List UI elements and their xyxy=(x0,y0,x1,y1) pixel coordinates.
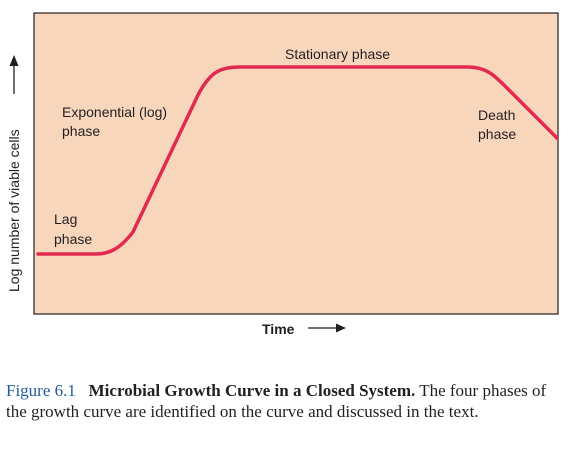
figure-caption-text: The four phases of the growth curve are … xyxy=(6,381,547,421)
growth-curve-diagram: Stationary phase Exponential (log) phase… xyxy=(6,12,559,337)
death-phase-label-line1: Death xyxy=(478,107,515,123)
figure-title: Microbial Growth Curve in a Closed Syste… xyxy=(88,381,416,400)
y-axis-label: Log number of viable cells xyxy=(6,129,22,292)
plot-area xyxy=(33,12,559,315)
figure-number: Figure 6.1 xyxy=(6,381,76,400)
stationary-phase-label: Stationary phase xyxy=(285,46,390,62)
x-axis-label: Time xyxy=(262,321,295,337)
death-phase-label-line2: phase xyxy=(478,126,516,142)
y-axis-arrow-icon xyxy=(9,55,19,94)
lag-phase-label-line2: phase xyxy=(54,231,92,247)
lag-phase-label-line1: Lag xyxy=(54,211,77,227)
exponential-phase-label-line2: phase xyxy=(62,123,100,139)
figure-caption: Figure 6.1 Microbial Growth Curve in a C… xyxy=(6,380,562,422)
x-axis-arrow-icon xyxy=(308,323,346,333)
exponential-phase-label-line1: Exponential (log) xyxy=(62,104,167,120)
growth-curve xyxy=(36,65,558,256)
